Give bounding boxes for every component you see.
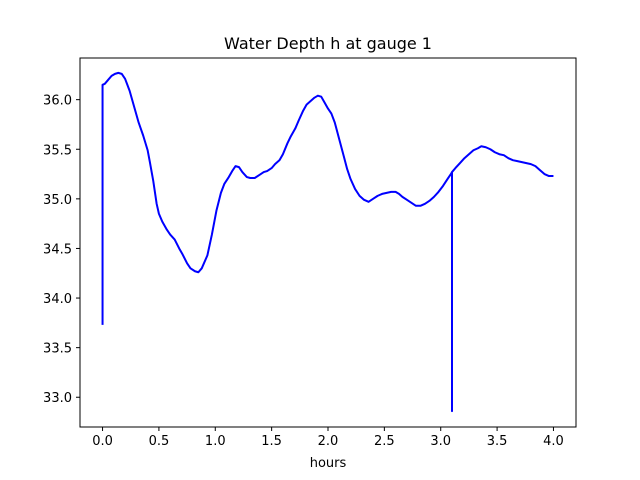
chart-title: Water Depth h at gauge 1 (224, 34, 432, 53)
plot-area (79, 57, 577, 428)
y-tick-label: 34.5 (43, 242, 72, 257)
x-tick-label: 1.0 (205, 434, 226, 449)
x-axis-label: hours (310, 456, 347, 471)
x-axis: 0.0 0.5 1.0 1.5 2.0 2.5 3.0 3.5 4.0 (92, 427, 564, 449)
series-line-0 (101, 71, 554, 413)
y-tick-label: 33.5 (43, 342, 72, 357)
x-tick-label: 1.5 (261, 434, 282, 449)
x-tick-label: 0.0 (92, 434, 113, 449)
y-axis: 33.0 33.5 34.0 34.5 35.0 35.5 36.0 (43, 94, 80, 406)
x-tick-label: 2.0 (318, 434, 339, 449)
y-tick-label: 34.0 (43, 292, 72, 307)
y-tick-label: 35.0 (43, 193, 72, 208)
x-tick-label: 0.5 (149, 434, 170, 449)
y-tick-label: 35.5 (43, 143, 72, 158)
x-tick-label: 3.5 (487, 434, 508, 449)
y-tick-label: 36.0 (43, 94, 72, 109)
x-tick-label: 3.0 (430, 434, 451, 449)
x-tick-label: 2.5 (374, 434, 395, 449)
x-tick-label: 4.0 (543, 434, 564, 449)
y-tick-label: 33.0 (43, 391, 72, 406)
plot-frame (79, 57, 577, 428)
